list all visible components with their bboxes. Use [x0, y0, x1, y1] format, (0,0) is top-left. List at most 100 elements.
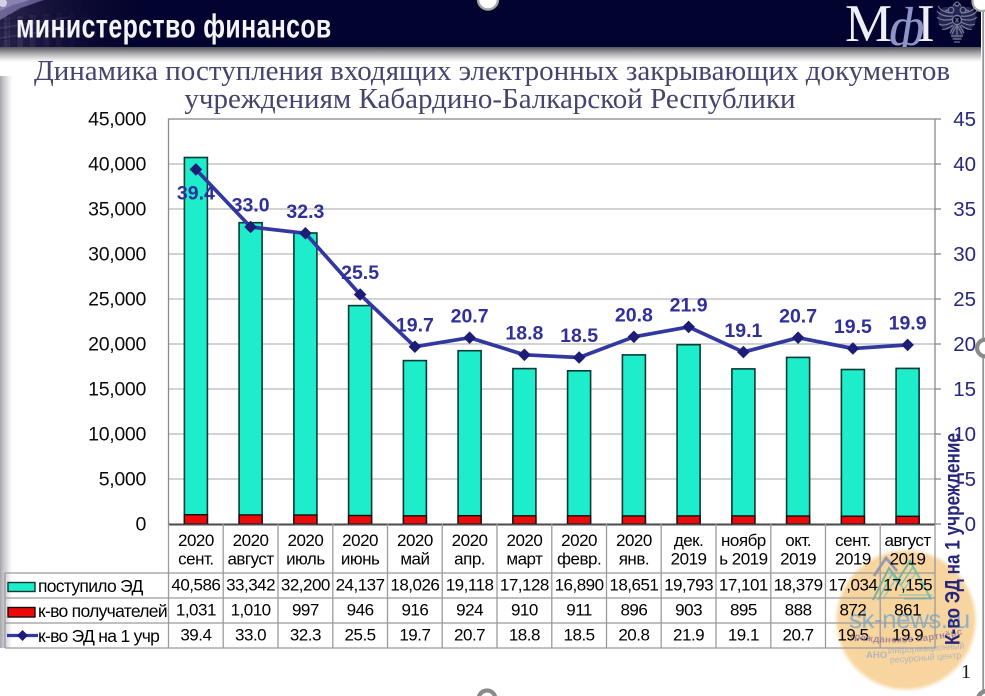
svg-text:903: 903 — [675, 601, 702, 620]
svg-text:25.5: 25.5 — [345, 626, 376, 645]
svg-text:2019: 2019 — [835, 550, 871, 569]
svg-text:19.9: 19.9 — [892, 626, 923, 645]
svg-text:5,000: 5,000 — [99, 469, 147, 491]
svg-text:апр.: апр. — [454, 550, 485, 569]
svg-text:19.7: 19.7 — [399, 626, 430, 645]
svg-text:32.3: 32.3 — [290, 626, 321, 645]
svg-text:ноябр: ноябр — [721, 531, 766, 550]
svg-text:15: 15 — [953, 378, 976, 401]
svg-text:20: 20 — [953, 333, 976, 356]
svg-text:40: 40 — [953, 153, 976, 176]
svg-text:910: 910 — [511, 601, 538, 620]
svg-text:32,200: 32,200 — [281, 576, 330, 595]
svg-text:18.5: 18.5 — [564, 626, 595, 645]
svg-text:к-во ЭД на 1 учр: к-во ЭД на 1 учр — [38, 626, 159, 646]
svg-text:17,128: 17,128 — [500, 576, 549, 595]
svg-text:19.7: 19.7 — [396, 314, 434, 336]
svg-text:39.4: 39.4 — [180, 626, 211, 645]
svg-text:сент.: сент. — [835, 531, 870, 550]
svg-text:19.1: 19.1 — [724, 320, 762, 342]
svg-text:25.5: 25.5 — [341, 262, 379, 284]
svg-text:сент.: сент. — [178, 550, 213, 569]
svg-text:к-во получателей: к-во получателей — [38, 601, 167, 621]
svg-text:24,137: 24,137 — [336, 576, 385, 595]
svg-text:АНО: АНО — [866, 650, 887, 661]
svg-text:2019: 2019 — [890, 550, 926, 569]
svg-text:февр.: февр. — [557, 550, 601, 569]
svg-text:ь 2019: ь 2019 — [719, 550, 767, 569]
svg-text:40,586: 40,586 — [171, 576, 220, 595]
svg-text:946: 946 — [347, 601, 374, 620]
svg-text:2020: 2020 — [506, 531, 542, 550]
svg-text:май: май — [400, 550, 429, 569]
svg-text:888: 888 — [785, 601, 812, 620]
svg-text:15,000: 15,000 — [88, 379, 146, 401]
svg-text:2020: 2020 — [342, 531, 378, 550]
svg-text:40,000: 40,000 — [88, 154, 146, 176]
svg-text:17,101: 17,101 — [719, 576, 768, 595]
svg-text:2020: 2020 — [287, 531, 323, 550]
svg-text:2020: 2020 — [616, 531, 652, 550]
svg-text:20,000: 20,000 — [88, 334, 146, 356]
svg-text:33.0: 33.0 — [232, 195, 270, 217]
svg-text:5: 5 — [965, 468, 976, 491]
svg-text:ресурсный центр: ресурсный центр — [889, 650, 961, 665]
svg-text:911: 911 — [566, 601, 592, 620]
svg-text:25,000: 25,000 — [88, 289, 146, 311]
svg-text:Динамика поступления входящих: Динамика поступления входящих электронны… — [34, 55, 950, 87]
svg-text:33,342: 33,342 — [226, 576, 275, 595]
svg-text:март: март — [506, 550, 543, 569]
svg-text:18.8: 18.8 — [505, 323, 543, 345]
svg-text:18,651: 18,651 — [609, 576, 658, 595]
svg-text:18,379: 18,379 — [774, 576, 823, 595]
svg-text:895: 895 — [730, 601, 757, 620]
svg-text:1,010: 1,010 — [231, 601, 271, 620]
svg-text:19.5: 19.5 — [837, 626, 868, 645]
svg-text:2020: 2020 — [178, 531, 214, 550]
svg-text:39.4: 39.4 — [177, 182, 215, 204]
svg-text:2020: 2020 — [233, 531, 269, 550]
svg-text:поступило ЭД: поступило ЭД — [38, 576, 143, 596]
svg-text:10: 10 — [953, 423, 976, 446]
svg-text:18.8: 18.8 — [509, 626, 540, 645]
svg-text:20.7: 20.7 — [454, 626, 485, 645]
svg-text:август: август — [227, 550, 274, 569]
svg-text:19,793: 19,793 — [664, 576, 713, 595]
svg-text:2020: 2020 — [561, 531, 597, 550]
svg-text:35: 35 — [953, 198, 976, 221]
svg-text:2020: 2020 — [397, 531, 433, 550]
svg-text:21.9: 21.9 — [670, 295, 708, 317]
svg-text:17,155: 17,155 — [883, 576, 932, 595]
svg-text:0: 0 — [135, 514, 146, 536]
svg-text:924: 924 — [456, 601, 483, 620]
svg-text:10,000: 10,000 — [88, 424, 146, 446]
svg-text:35,000: 35,000 — [88, 199, 146, 221]
svg-text:20.8: 20.8 — [618, 626, 649, 645]
svg-text:30: 30 — [953, 243, 976, 266]
svg-text:17,034: 17,034 — [828, 576, 877, 595]
svg-text:2020: 2020 — [452, 531, 488, 550]
svg-text:20.8: 20.8 — [615, 305, 653, 327]
svg-text:19.5: 19.5 — [834, 316, 872, 338]
svg-text:45,000: 45,000 — [88, 109, 146, 131]
svg-text:министерство финансов: министерство финансов — [16, 9, 332, 45]
svg-text:июнь: июнь — [341, 550, 380, 569]
svg-text:2019: 2019 — [780, 550, 816, 569]
svg-text:К-во ЭД на 1 учреждение: К-во ЭД на 1 учреждение — [941, 433, 965, 645]
svg-text:916: 916 — [401, 601, 428, 620]
svg-text:25: 25 — [953, 288, 976, 311]
svg-text:I: I — [917, 0, 935, 53]
svg-text:32.3: 32.3 — [286, 201, 324, 223]
svg-text:997: 997 — [292, 601, 319, 620]
svg-text:учреждениям Кабардино-Балкарск: учреждениям Кабардино-Балкарской Республ… — [184, 83, 795, 115]
svg-text:21.9: 21.9 — [673, 626, 704, 645]
svg-text:861: 861 — [894, 601, 921, 620]
svg-text:дек.: дек. — [674, 531, 704, 550]
svg-text:30,000: 30,000 — [88, 244, 146, 266]
svg-text:33.0: 33.0 — [235, 626, 266, 645]
svg-text:окт.: окт. — [785, 531, 811, 550]
svg-text:45: 45 — [953, 108, 976, 131]
svg-text:20.7: 20.7 — [451, 305, 489, 327]
svg-text:20.7: 20.7 — [783, 626, 814, 645]
svg-text:1: 1 — [961, 661, 971, 683]
